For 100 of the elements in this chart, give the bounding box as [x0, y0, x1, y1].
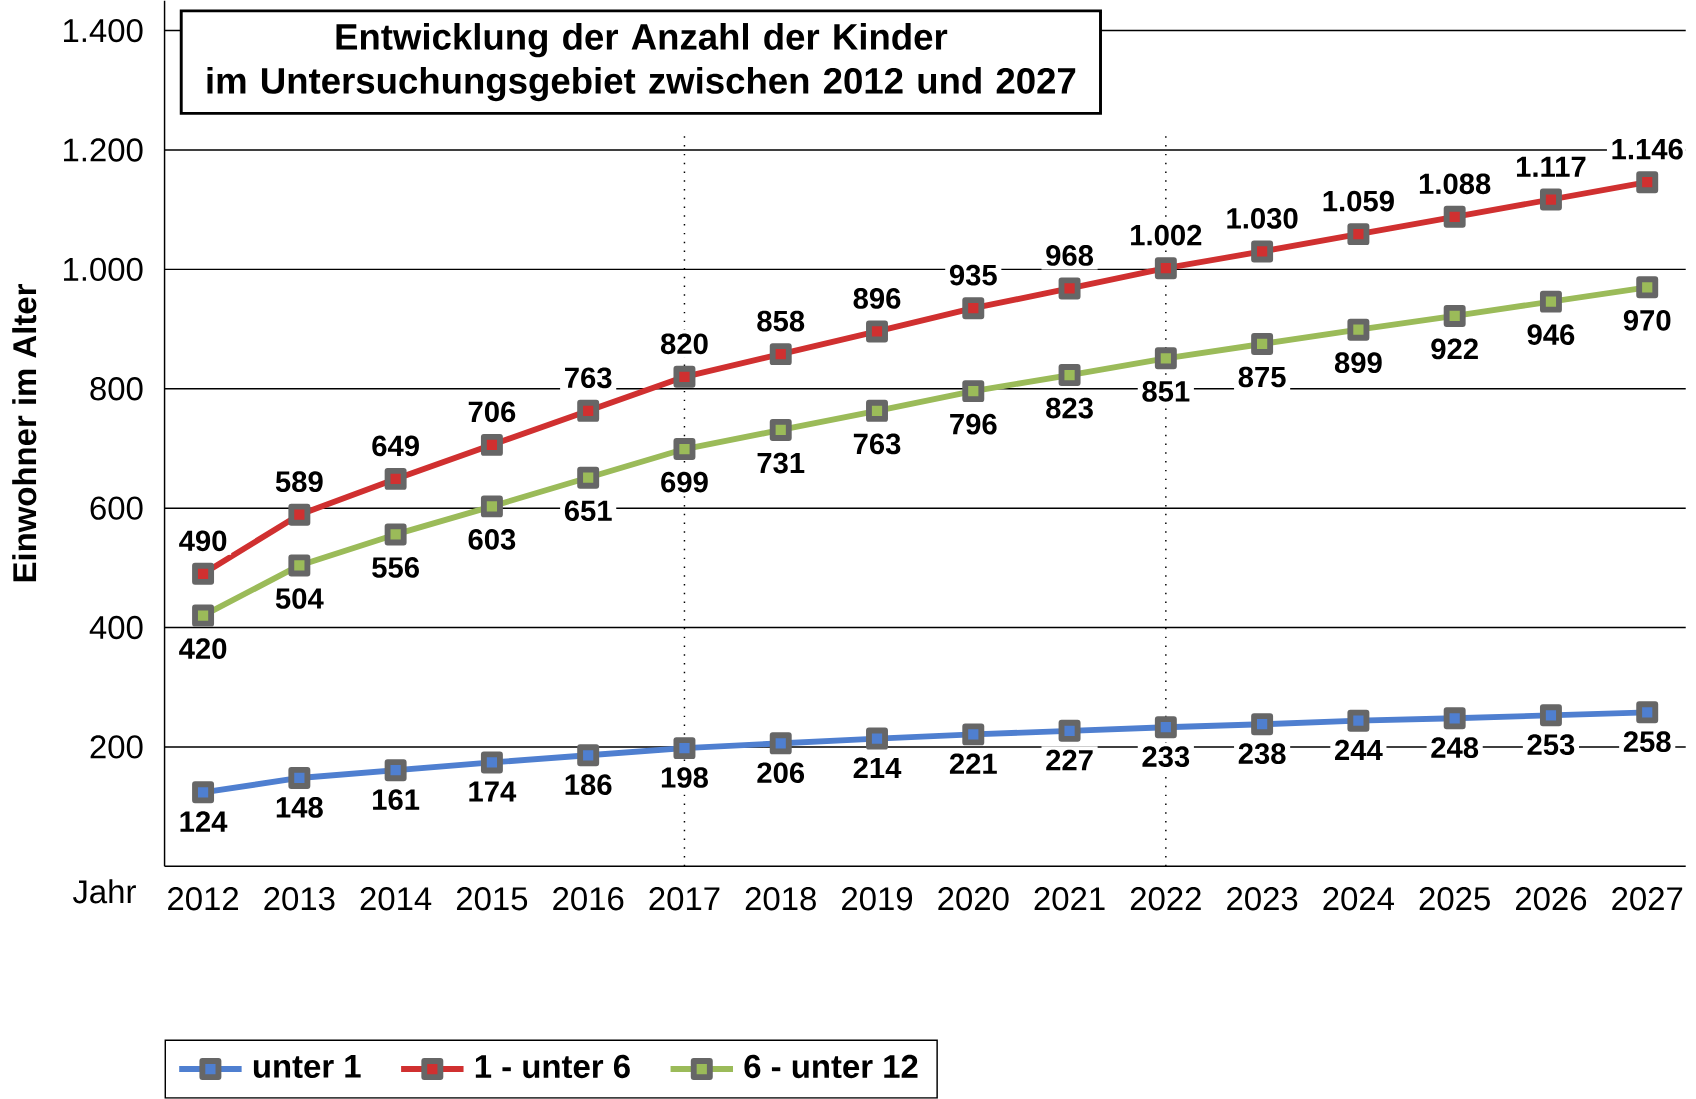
point — [384, 523, 407, 546]
point — [1154, 716, 1177, 739]
point — [1539, 704, 1562, 727]
point — [673, 366, 696, 388]
x-tick-label: 2026 — [1516, 887, 1587, 911]
point — [1443, 707, 1466, 730]
data-label: 731 — [757, 452, 805, 474]
point — [1443, 305, 1466, 328]
data-label: 706 — [468, 401, 516, 423]
y-tick-label: 1.000 — [64, 257, 143, 282]
x-tick-label: 2027 — [1612, 887, 1683, 911]
point — [288, 554, 311, 577]
data-label: 253 — [1527, 734, 1575, 756]
data-label: 490 — [179, 530, 227, 552]
data-label: 1.030 — [1227, 208, 1298, 229]
point — [1636, 171, 1659, 194]
data-label: 763 — [565, 367, 612, 389]
data-label: 970 — [1623, 310, 1671, 331]
data-label: 1.059 — [1323, 190, 1394, 212]
point — [1636, 701, 1659, 724]
data-label: 206 — [757, 762, 805, 784]
data-label: 233 — [1142, 746, 1190, 768]
legend-label: unter 1 — [253, 1055, 361, 1079]
point — [288, 767, 311, 790]
text: Entwicklung der Anzahl der Kinder im Untersuchungsgebiet zwischen 2012 und 2027 — [207, 23, 1076, 102]
point — [192, 781, 215, 804]
x-tick-label: 2023 — [1227, 887, 1298, 911]
legend-label: 1 - unter 6 — [475, 1054, 630, 1079]
point — [1636, 276, 1659, 299]
point — [673, 737, 696, 760]
data-label: 1.002 — [1131, 224, 1202, 246]
x-axis-title: Jahr — [72, 879, 136, 904]
data-label: 244 — [1335, 739, 1383, 761]
data-label: 1.146 — [1612, 139, 1683, 160]
data-label: 214 — [853, 757, 902, 779]
point — [1347, 709, 1370, 732]
legend-label: 6 - unter 12 — [744, 1054, 918, 1079]
y-tick-label: 400 — [89, 616, 143, 640]
point — [962, 297, 985, 320]
point — [1347, 223, 1370, 246]
x-tick-label: 2012 — [168, 887, 238, 911]
point — [288, 503, 311, 526]
x-tick-label: 2025 — [1419, 887, 1490, 911]
point — [866, 320, 888, 343]
data-label: 124 — [180, 811, 228, 832]
point — [192, 563, 215, 585]
point — [1251, 333, 1274, 356]
data-label: 699 — [661, 471, 708, 493]
data-label: 968 — [1046, 245, 1094, 266]
data-label: 946 — [1527, 324, 1575, 346]
point — [1154, 257, 1177, 280]
point — [1251, 240, 1274, 263]
data-label: 922 — [1431, 338, 1478, 360]
data-label: 875 — [1238, 366, 1286, 388]
point — [1539, 188, 1562, 211]
point — [1058, 720, 1081, 742]
point — [866, 400, 888, 422]
point — [480, 434, 503, 457]
point — [962, 380, 985, 403]
x-tick-label: 2018 — [745, 887, 816, 911]
point — [384, 759, 407, 782]
x-tick-label: 2014 — [360, 887, 432, 911]
x-tick-label: 2022 — [1130, 887, 1201, 911]
data-label: 161 — [373, 789, 420, 811]
y-axis-title: Einwohner im Alter — [12, 284, 37, 582]
data-label: 258 — [1623, 731, 1671, 753]
data-label: 651 — [564, 500, 612, 522]
x-tick-label: 2013 — [264, 887, 335, 911]
x-tick-label: 2015 — [456, 887, 528, 911]
point — [769, 732, 792, 755]
x-tick-label: 2016 — [553, 887, 624, 911]
data-label: 796 — [950, 414, 997, 435]
point — [673, 438, 696, 461]
point — [192, 604, 215, 627]
point — [1443, 206, 1466, 228]
y-tick-label: 1.400 — [64, 19, 143, 43]
point — [1058, 364, 1081, 387]
data-label: 186 — [565, 774, 612, 796]
point — [1539, 290, 1562, 313]
data-label: 649 — [372, 435, 419, 457]
data-label: 820 — [660, 333, 708, 355]
data-label: 603 — [468, 529, 516, 550]
point — [384, 468, 407, 491]
data-label: 504 — [275, 588, 324, 610]
point — [866, 727, 888, 750]
data-label: 221 — [949, 753, 997, 775]
data-label: 420 — [179, 638, 227, 660]
data-label: 1.088 — [1419, 173, 1491, 195]
y-tick-label: 600 — [90, 496, 143, 521]
data-label: 935 — [949, 264, 997, 286]
data-label: 763 — [853, 433, 901, 455]
y-tick-label: 800 — [90, 377, 143, 401]
data-label: 556 — [372, 557, 419, 578]
point — [962, 723, 985, 746]
data-label: 899 — [1334, 352, 1382, 374]
point — [1251, 713, 1274, 736]
data-label: 589 — [275, 471, 323, 493]
point — [1347, 318, 1370, 341]
data-label: 238 — [1238, 743, 1286, 765]
point — [769, 419, 792, 442]
